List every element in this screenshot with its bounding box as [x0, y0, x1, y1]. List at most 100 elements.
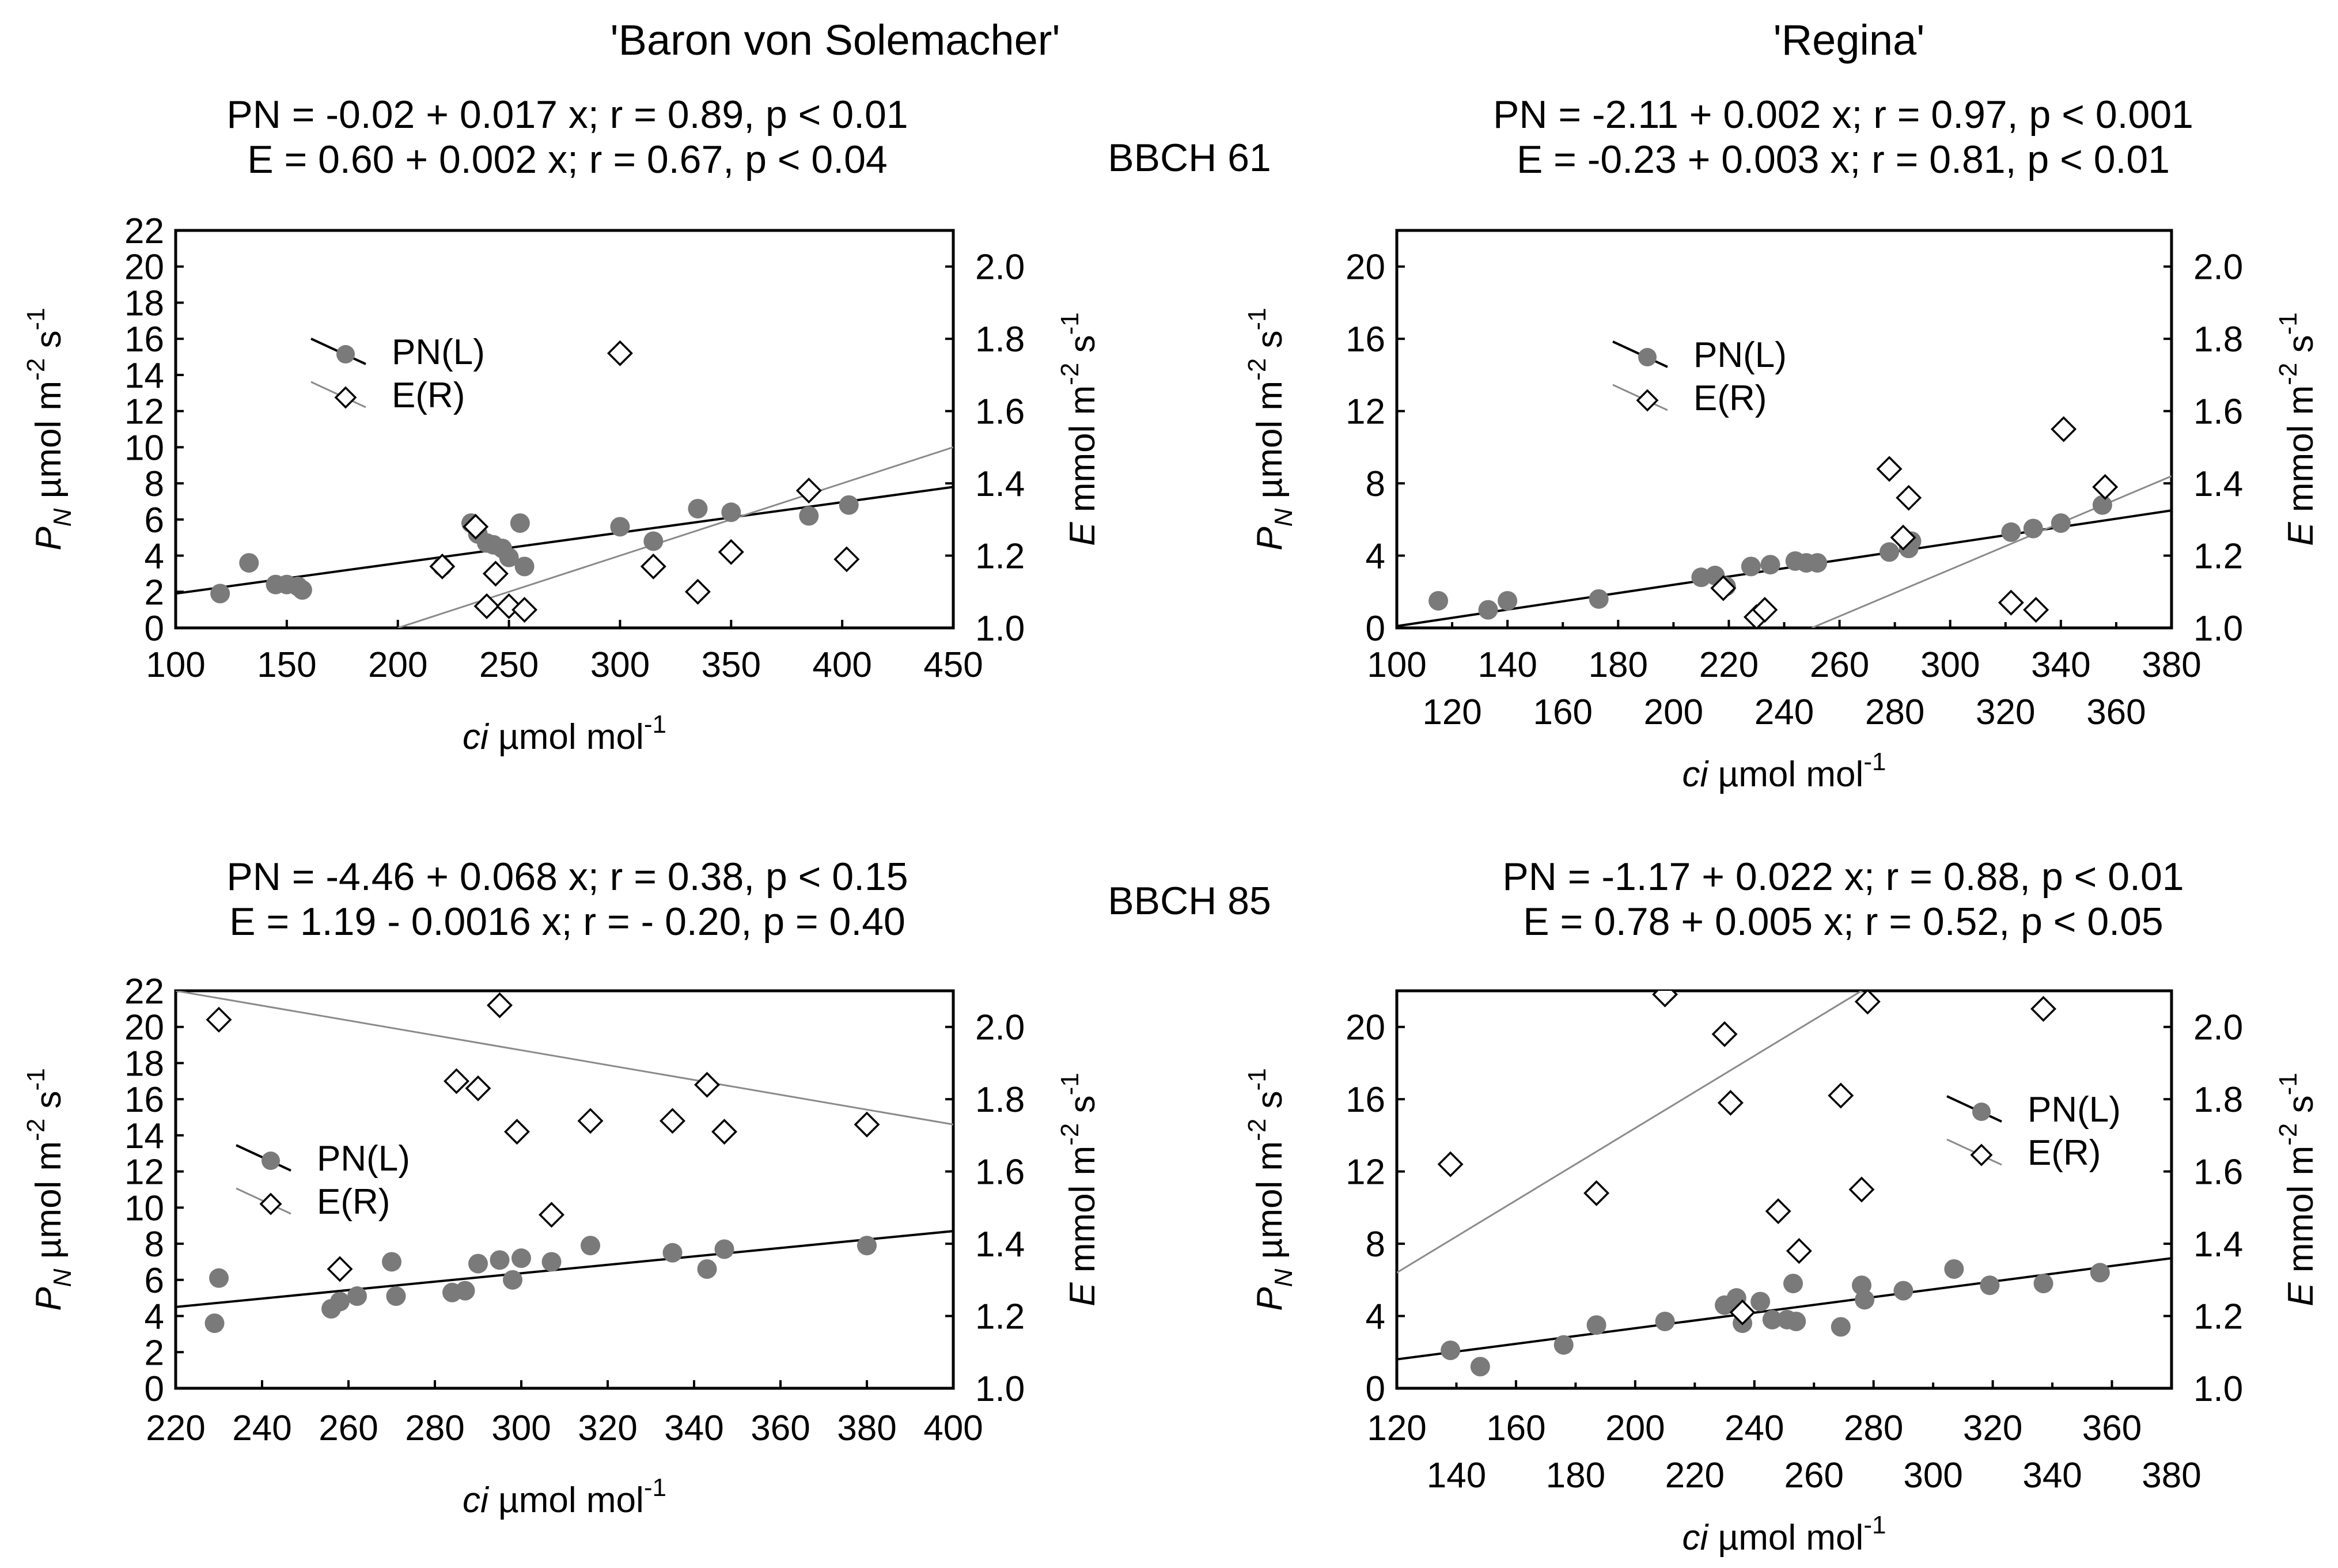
- e-data-point: [539, 1202, 564, 1228]
- x-tick-label: 200: [1605, 1408, 1665, 1448]
- panel-3-equation-pn: PN = -1.17 + 0.022 x; r = 0.88, p < 0.01: [1502, 855, 2184, 899]
- y-left-tick-label: 12: [124, 392, 164, 432]
- e-data-point: [2092, 474, 2119, 500]
- e-data-point: [465, 1075, 491, 1101]
- pn-data-point: [1741, 556, 1761, 577]
- x-tick-label: 260: [1784, 1456, 1844, 1495]
- x-tick-label: 120: [1422, 692, 1481, 732]
- y-left-tick-label: 20: [1346, 248, 1385, 287]
- x-tick-label: 180: [1546, 1456, 1605, 1495]
- y-left-axis-label: PN µmol m-2 s-1: [1243, 1068, 1298, 1311]
- y-left-tick-label: 20: [124, 248, 164, 287]
- legend-e-marker: [259, 1192, 282, 1215]
- y-right-tick-label: 2.0: [975, 248, 1025, 287]
- pn-data-point: [2092, 495, 2112, 515]
- y-left-tick-label: 16: [124, 1080, 164, 1120]
- e-data-point: [429, 553, 456, 580]
- y-right-tick-label: 1.8: [975, 320, 1025, 359]
- x-tick-label: 140: [1477, 645, 1537, 685]
- e-data-point: [463, 513, 489, 540]
- plot-frame: [174, 229, 955, 630]
- legend-pn-label: PN(L): [392, 332, 485, 372]
- legend-e-label: E(R): [1693, 378, 1767, 418]
- y-right-tick-label: 1.2: [975, 537, 1025, 577]
- legend: PN(L)E(R): [236, 1139, 410, 1222]
- e-data-point: [482, 560, 509, 587]
- e-data-point: [1437, 1151, 1464, 1177]
- pn-data-point: [382, 1252, 401, 1272]
- x-tick-label: 220: [146, 1408, 205, 1448]
- x-tick-label: 240: [1725, 1408, 1784, 1448]
- x-tick-label: 400: [923, 1408, 983, 1448]
- legend-pn-label: PN(L): [2028, 1090, 2121, 1130]
- legend: PN(L)E(R): [310, 332, 485, 415]
- x-tick-label: 260: [319, 1408, 378, 1448]
- pn-data-point: [2051, 513, 2071, 533]
- e-data-point: [718, 539, 744, 565]
- y-left-tick-label: 10: [124, 428, 164, 468]
- e-data-point: [327, 1256, 353, 1282]
- legend-pn-label: PN(L): [1693, 335, 1787, 375]
- y-right-axis-label: E mmol m-2 s-1: [2274, 1073, 2321, 1306]
- e-data-point: [1848, 1176, 1875, 1203]
- e-data-point: [640, 553, 666, 580]
- x-tick-label: 200: [1644, 692, 1703, 732]
- y-right-tick-label: 1.4: [2193, 464, 2243, 504]
- pn-data-point: [2023, 518, 2043, 539]
- pn-data-point: [643, 531, 664, 551]
- e-data-point: [711, 1119, 737, 1145]
- pn-data-point: [2090, 1263, 2110, 1283]
- plot-frame: [1395, 989, 2173, 1390]
- plot-area: [176, 340, 953, 628]
- legend-pn-marker: [1972, 1103, 1991, 1121]
- y-left-axis-label: PN µmol m-2 s-1: [22, 1068, 77, 1311]
- pn-data-point: [1470, 1357, 1490, 1377]
- e-data-point: [1711, 1021, 1738, 1047]
- e-data-point: [694, 1071, 720, 1098]
- pn-data-point: [610, 517, 630, 537]
- y-left-tick-label: 16: [124, 320, 164, 359]
- pn-data-point: [204, 1313, 225, 1334]
- y-left-tick-label: 12: [1346, 392, 1385, 432]
- y-left-tick-label: 8: [145, 464, 164, 504]
- pn-data-point: [1855, 1290, 1875, 1310]
- y-left-tick-label: 6: [145, 501, 164, 540]
- pn-data-point: [347, 1286, 367, 1306]
- e-data-point: [206, 1006, 232, 1033]
- pn-data-point: [1478, 600, 1498, 620]
- pn-data-point: [1441, 1340, 1461, 1361]
- y-left-tick-label: 0: [1366, 1369, 1385, 1409]
- y-left-tick-label: 4: [1366, 1297, 1385, 1337]
- x-tick-label: 360: [2082, 1408, 2142, 1448]
- y-left-tick-label: 22: [124, 211, 164, 251]
- e-data-point: [1710, 575, 1737, 601]
- legend-e-label: E(R): [2028, 1133, 2101, 1173]
- pn-data-point: [239, 553, 259, 573]
- chart-panel-regina-bbch61: 0 4 8 12 16 20 1.0 1.2 1.4 1.6 1.8 2.0 100 140 180 220 2…: [1243, 229, 2321, 794]
- pn-data-point: [1498, 590, 1518, 611]
- y-left-tick-label: 0: [1366, 609, 1385, 649]
- x-tick-label: 200: [368, 645, 427, 685]
- pn-data-point: [1831, 1317, 1851, 1337]
- x-axis-label: ci µmol mol-1: [463, 710, 666, 757]
- y-right-tick-label: 2.0: [2193, 1008, 2243, 1048]
- y-left-tick-label: 20: [1346, 1008, 1385, 1048]
- legend-e-marker: [1636, 389, 1659, 412]
- e-data-point: [2030, 995, 2057, 1022]
- pn-regression-line: [176, 486, 953, 595]
- column-title-baron: 'Baron von Solemacher': [610, 16, 1060, 64]
- e-data-point: [1729, 1299, 1756, 1325]
- plot-area: [176, 991, 953, 1334]
- y-right-tick-label: 1.6: [2193, 1153, 2243, 1192]
- x-tick-label: 300: [491, 1408, 551, 1448]
- y-left-tick-label: 4: [145, 1297, 164, 1337]
- x-tick-label: 380: [2142, 1456, 2201, 1495]
- pn-data-point: [839, 495, 859, 515]
- y-right-tick-label: 2.0: [975, 1008, 1025, 1048]
- x-tick-label: 380: [2142, 645, 2201, 685]
- y-left-tick-label: 10: [124, 1188, 164, 1228]
- y-right-tick-label: 1.4: [2193, 1225, 2243, 1264]
- e-regression-line: [1811, 475, 2172, 628]
